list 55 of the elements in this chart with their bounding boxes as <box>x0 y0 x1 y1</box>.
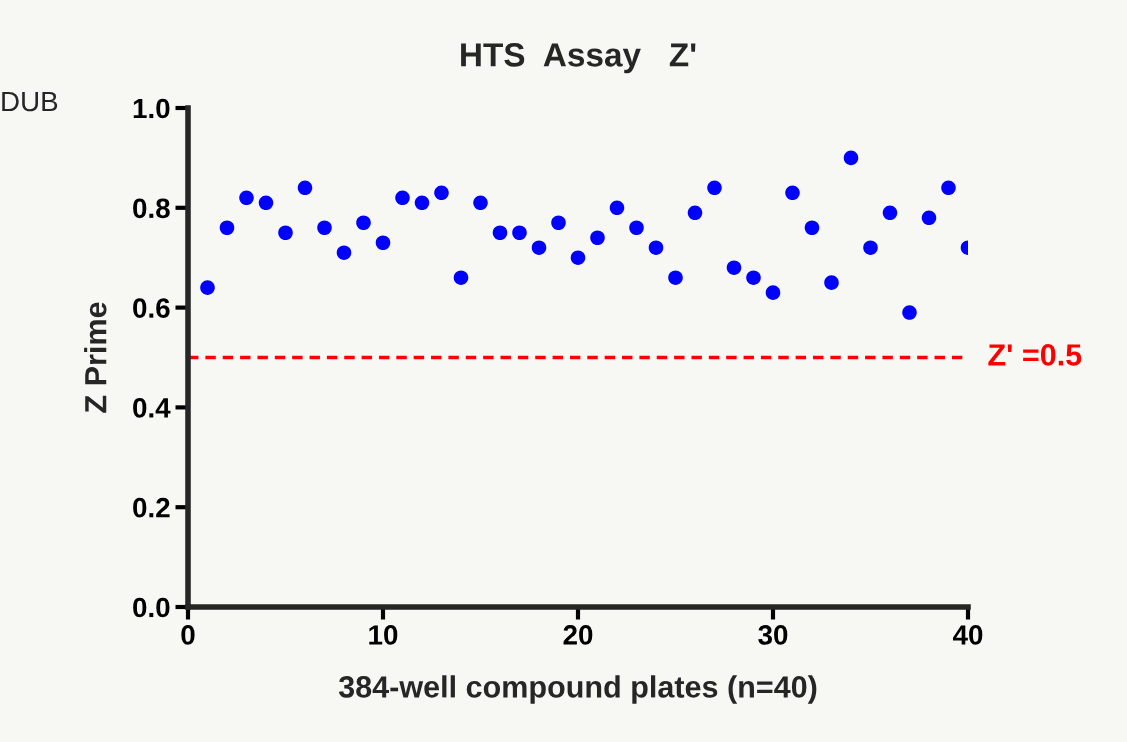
x-tick-label: 30 <box>758 625 788 645</box>
point <box>219 220 235 236</box>
x-tick-label: 0 <box>181 625 195 645</box>
point <box>434 185 449 201</box>
point <box>200 280 215 295</box>
point <box>921 210 937 226</box>
point <box>590 230 605 246</box>
point <box>570 250 586 265</box>
x-tick-label: 40 <box>952 625 983 645</box>
point <box>765 285 781 300</box>
point <box>531 240 547 255</box>
point <box>512 225 527 241</box>
point <box>902 305 917 320</box>
point <box>648 240 664 255</box>
point <box>804 220 820 236</box>
y-tick-label: 1.0 <box>133 98 170 119</box>
point <box>707 180 722 196</box>
text: DUB <box>2 91 58 112</box>
y-axis-title: Z Prime <box>84 302 107 413</box>
point <box>941 180 956 196</box>
point <box>843 150 859 166</box>
point <box>375 235 391 251</box>
point <box>609 200 625 216</box>
point <box>824 275 839 290</box>
x-axis-title: 384-well compound plates (n=40) <box>338 675 817 704</box>
point <box>863 240 878 255</box>
point <box>687 205 703 221</box>
point <box>629 220 644 236</box>
point <box>239 190 254 206</box>
y-tick-label: 0.8 <box>133 198 170 219</box>
x-tick-label: 20 <box>563 625 593 645</box>
point <box>746 270 761 285</box>
point <box>785 185 800 201</box>
chart-title: HTS Assay Z' <box>461 43 696 74</box>
y-tick-label: 0.4 <box>133 398 171 418</box>
point <box>882 205 898 221</box>
point <box>492 225 508 241</box>
point <box>297 180 313 196</box>
point <box>258 195 274 211</box>
point <box>473 195 488 211</box>
x-tick-label: 10 <box>369 625 398 645</box>
y-tick-label: 0.6 <box>133 298 170 318</box>
y-tick-label: 0.0 <box>133 597 170 618</box>
point <box>336 245 352 260</box>
ref-line-label: Z' =0.5 <box>988 344 1082 366</box>
point <box>726 260 742 275</box>
point <box>453 270 469 285</box>
point <box>317 220 332 236</box>
point <box>551 215 566 231</box>
point <box>278 225 293 241</box>
point <box>668 270 683 285</box>
point <box>414 195 430 211</box>
point <box>395 190 410 206</box>
point <box>356 215 371 231</box>
y-tick-label: 0.2 <box>133 497 170 518</box>
